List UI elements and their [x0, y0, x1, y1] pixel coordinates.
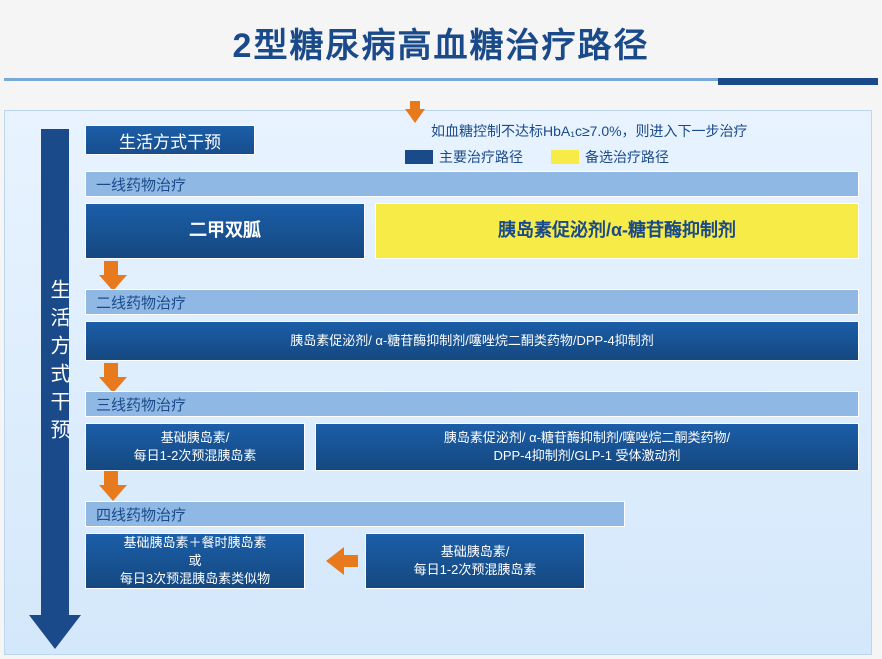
- tier-4-box-basal: 基础胰岛素/ 每日1-2次预混胰岛素: [365, 533, 585, 589]
- tier-3-box-combo: 胰岛素促泌剂/ α-糖苷酶抑制剂/噻唑烷二酮类药物/ DPP-4抑制剂/GLP-…: [315, 423, 859, 471]
- legend: 如血糖控制不达标HbA₁c≥7.0%，则进入下一步治疗 主要治疗路径 备选治疗路…: [405, 121, 748, 173]
- lifestyle-intervention-box: 生活方式干预: [85, 125, 255, 155]
- tier-4-header: 四线药物治疗: [85, 501, 625, 527]
- tier-4-left-arrow-container: [315, 547, 355, 575]
- med-label: 每日1-2次预混胰岛素: [414, 561, 537, 579]
- med-label: DPP-4抑制剂/GLP-1 受体激动剂: [493, 447, 680, 465]
- tier-2-box: 胰岛素促泌剂/ α-糖苷酶抑制剂/噻唑烷二酮类药物/DPP-4抑制剂: [85, 321, 859, 361]
- tier-1-box-metformin: 二甲双胍: [85, 203, 365, 259]
- med-label: 二甲双胍: [189, 218, 261, 243]
- tier-3: 三线药物治疗 基础胰岛素/ 每日1-2次预混胰岛素 胰岛素促泌剂/ α-糖苷酶抑…: [85, 391, 859, 471]
- tier-1-box-alt: 胰岛素促泌剂/α-糖苷酶抑制剂: [375, 203, 859, 259]
- title-underline: [0, 75, 882, 85]
- lifestyle-arrow-label: 生活方式干预: [37, 279, 73, 447]
- tier-3-box-insulin: 基础胰岛素/ 每日1-2次预混胰岛素: [85, 423, 305, 471]
- med-label: 或: [188, 552, 201, 570]
- tier-2-header: 二线药物治疗: [85, 289, 859, 315]
- legend-progression-text: 如血糖控制不达标HbA₁c≥7.0%，则进入下一步治疗: [431, 121, 748, 141]
- arrow-down-icon: [99, 485, 127, 501]
- tier-1-header: 一线药物治疗: [85, 171, 859, 197]
- arrow-head-icon: [29, 615, 81, 649]
- legend-alt-label: 备选治疗路径: [585, 147, 669, 167]
- legend-progression: 如血糖控制不达标HbA₁c≥7.0%，则进入下一步治疗: [405, 121, 748, 141]
- tier-1: 一线药物治疗 二甲双胍 胰岛素促泌剂/α-糖苷酶抑制剂: [85, 171, 859, 259]
- med-label: 每日1-2次预混胰岛素: [134, 447, 257, 465]
- lifestyle-vertical-arrow: 生活方式干预: [37, 129, 73, 649]
- legend-primary-label: 主要治疗路径: [439, 147, 523, 167]
- transition-arrow-1: [99, 261, 123, 291]
- arrow-down-icon: [405, 123, 425, 139]
- arrow-left-icon: [326, 547, 344, 575]
- legend-paths: 主要治疗路径 备选治疗路径: [405, 147, 748, 167]
- legend-primary-swatch: [405, 150, 433, 164]
- med-label: 胰岛素促泌剂/ α-糖苷酶抑制剂/噻唑烷二酮类药物/DPP-4抑制剂: [290, 332, 654, 350]
- legend-alt-swatch: [551, 150, 579, 164]
- lifestyle-box-label: 生活方式干预: [119, 128, 221, 153]
- page-title: 2型糖尿病高血糖治疗路径: [233, 18, 650, 67]
- med-label: 胰岛素促泌剂/α-糖苷酶抑制剂: [498, 218, 736, 243]
- tier-2: 二线药物治疗 胰岛素促泌剂/ α-糖苷酶抑制剂/噻唑烷二酮类药物/DPP-4抑制…: [85, 289, 859, 361]
- flowchart-canvas: 如血糖控制不达标HbA₁c≥7.0%，则进入下一步治疗 主要治疗路径 备选治疗路…: [4, 110, 872, 655]
- med-label: 胰岛素促泌剂/ α-糖苷酶抑制剂/噻唑烷二酮类药物/: [444, 429, 730, 447]
- title-bar: 2型糖尿病高血糖治疗路径: [0, 0, 882, 75]
- med-label: 基础胰岛素＋餐时胰岛素: [123, 534, 266, 552]
- tier-3-header: 三线药物治疗: [85, 391, 859, 417]
- med-label: 每日3次预混胰岛素类似物: [120, 570, 270, 588]
- transition-arrow-3: [99, 471, 123, 501]
- tier-4: 四线药物治疗 基础胰岛素＋餐时胰岛素 或 每日3次预混胰岛素类似物 基础胰岛素/…: [85, 501, 859, 589]
- med-label: 基础胰岛素/: [161, 429, 230, 447]
- med-label: 基础胰岛素/: [441, 543, 510, 561]
- transition-arrow-2: [99, 363, 123, 393]
- tier-4-box-intensive: 基础胰岛素＋餐时胰岛素 或 每日3次预混胰岛素类似物: [85, 533, 305, 589]
